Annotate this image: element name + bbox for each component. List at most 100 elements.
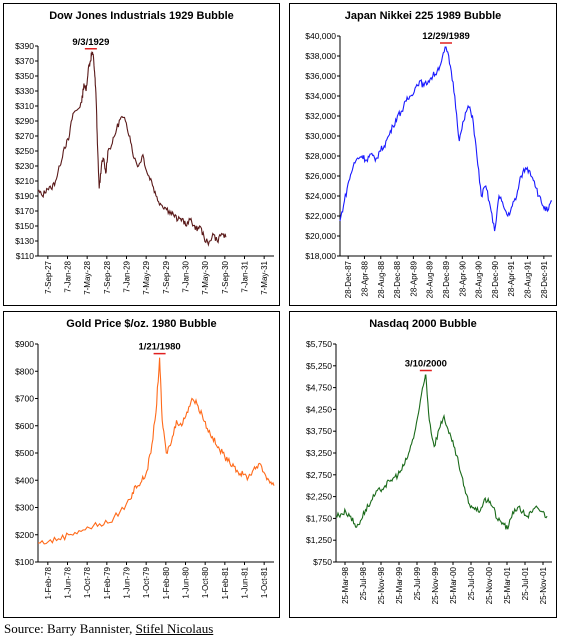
x-tick-label: 28-Dec-89 [442,260,451,298]
chart-svg: $750 $1,250 $1,750 $2,250 $2,750 $3,250 $3,750… [306,339,552,604]
x-tick-label: 7-Sep-28 [103,260,112,293]
x-tick-label: 28-Aug-88 [377,260,386,298]
y-tick-label: $40,000 [305,31,336,41]
x-tick-label: 28-Apr-88 [360,260,369,296]
y-tick-label: $30,000 [305,131,336,141]
x-tick-label: 1-Jun-79 [123,566,132,598]
y-tick-label: $330 [15,86,34,96]
y-tick-label: $210 [15,176,34,186]
peak-label: 12/29/1989 [422,31,470,42]
chart-panel-nikkei: Japan Nikkei 225 1989 Bubble $18,000 $20,… [289,3,557,306]
y-tick-label: $390 [15,41,34,51]
y-tick-label: $36,000 [305,71,336,81]
x-tick-label: 1-Oct-79 [142,566,151,598]
y-tick-label: $230 [15,161,34,171]
chart-svg: $110 $130 $150 $170 $190 $210 $230 $250 $270 $290… [15,37,274,295]
y-tick-label: $1,250 [306,535,332,545]
x-tick-label: 7-Sep-27 [44,260,53,293]
chart-title: Gold Price $/oz. 1980 Bubble [66,318,217,330]
x-tick-label: 25-Mar-99 [395,566,404,603]
y-tick-label: $310 [15,101,34,111]
x-tick-label: 1-Oct-80 [201,566,210,598]
y-tick-label: $400 [15,475,34,485]
source-link: Stifel Nicolaus [135,621,214,636]
x-tick-label: 25-Jul-01 [521,566,530,600]
y-tick-label: $100 [15,557,34,567]
series-line [37,50,227,247]
y-tick-label: $28,000 [305,151,336,161]
y-tick-label: $2,250 [306,492,332,502]
chart-title: Nasdaq 2000 Bubble [369,318,477,330]
y-tick-label: $32,000 [305,111,336,121]
x-tick-label: 1-Feb-79 [103,566,112,599]
peak-label: 9/3/1929 [72,37,109,48]
y-tick-label: $4,250 [306,404,332,414]
y-tick-label: $22,000 [305,211,336,221]
x-tick-label: 28-Dec-90 [491,260,500,298]
y-tick-label: $110 [16,251,35,261]
x-tick-label: 28-Apr-90 [458,260,467,296]
peak-label: 3/10/2000 [405,359,447,370]
x-tick-label: 28-Dec-88 [393,260,402,298]
y-tick-label: $150 [15,221,34,231]
x-tick-label: 25-Nov-01 [539,566,548,604]
x-tick-label: 1-Feb-80 [162,566,171,599]
y-tick-label: $24,000 [305,191,336,201]
y-tick-label: $290 [15,116,34,126]
y-tick-label: $250 [15,146,34,156]
series-line [339,46,553,232]
chart-svg: $100 $200 $300 $400 $500 $600 $700 $800 $900 1-Fe… [15,339,275,599]
x-tick-label: 7-May-29 [142,260,151,294]
y-tick-label: $800 [15,366,34,376]
x-tick-label: 7-Jan-30 [182,260,191,292]
y-tick-label: $600 [15,421,34,431]
x-tick-label: 25-Mar-01 [503,566,512,603]
source-caption: Source: Barry Bannister, Stifel Nicolaus [4,621,213,637]
y-tick-label: $4,750 [306,383,332,393]
y-tick-label: $500 [15,448,34,458]
y-tick-label: $34,000 [305,91,336,101]
y-tick-label: $26,000 [305,171,336,181]
x-tick-label: 7-May-31 [260,260,269,294]
x-tick-label: 7-Sep-30 [221,260,230,293]
y-tick-label: $38,000 [305,51,336,61]
x-tick-label: 7-Jan-28 [64,260,73,292]
x-tick-label: 28-Dec-87 [344,260,353,298]
y-tick-label: $18,000 [305,251,336,261]
chart-title: Dow Jones Industrials 1929 Bubble [49,10,234,22]
x-tick-label: 1-Jun-78 [64,566,73,598]
y-tick-label: $350 [15,71,34,81]
y-tick-label: $700 [15,394,34,404]
y-tick-label: $2,750 [306,470,332,480]
y-tick-label: $3,250 [306,448,332,458]
chart-panel-gold: Gold Price $/oz. 1980 Bubble $100 $200 $30… [3,311,280,618]
x-tick-label: 28-Aug-89 [426,260,435,298]
y-tick-label: $170 [15,206,34,216]
chart-panel-dow: Dow Jones Industrials 1929 Bubble $110 $1… [3,3,280,306]
y-tick-label: $130 [15,236,34,246]
x-tick-label: 28-Aug-91 [524,260,533,298]
x-tick-label: 25-Nov-00 [485,566,494,604]
x-tick-label: 1-Feb-78 [44,566,53,599]
x-tick-label: 25-Nov-99 [431,566,440,604]
y-tick-label: $1,750 [306,513,332,523]
x-tick-label: 28-Dec-91 [540,260,549,298]
x-tick-label: 7-May-30 [201,260,210,294]
peak-label: 1/21/1980 [138,342,180,353]
x-tick-label: 1-Oct-81 [260,566,269,598]
y-tick-label: $750 [313,557,332,567]
x-tick-label: 25-Jul-99 [413,566,422,600]
y-tick-label: $5,250 [306,361,332,371]
x-tick-label: 28-Aug-90 [475,260,484,298]
x-tick-label: 25-Mar-98 [341,566,350,603]
x-tick-label: 7-Jan-29 [123,260,132,292]
y-tick-label: $370 [15,56,34,66]
series-line [38,357,275,545]
source-prefix: Source: Barry Bannister, [4,621,136,636]
chart-title: Japan Nikkei 225 1989 Bubble [344,10,502,22]
x-tick-label: 1-Oct-78 [83,566,92,598]
x-tick-label: 28-Apr-91 [507,260,516,296]
x-tick-label: 1-Feb-81 [221,566,230,599]
x-tick-label: 25-Mar-00 [449,566,458,603]
x-tick-label: 25-Nov-98 [377,566,386,604]
